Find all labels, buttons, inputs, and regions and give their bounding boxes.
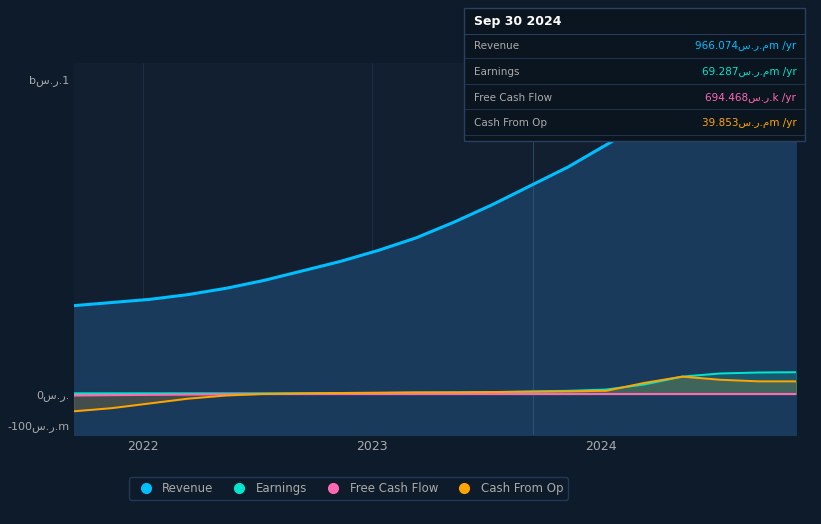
- Text: Earnings: Earnings: [474, 67, 519, 77]
- Text: 69.287س.ر.مm /yr: 69.287س.ر.مm /yr: [702, 67, 796, 77]
- Text: Free Cash Flow: Free Cash Flow: [474, 93, 552, 103]
- Text: Revenue: Revenue: [474, 41, 519, 51]
- Text: Past: Past: [537, 78, 559, 88]
- Text: Cash From Op: Cash From Op: [474, 118, 547, 128]
- Text: Sep 30 2024: Sep 30 2024: [474, 16, 562, 28]
- Text: 966.074س.ر.مm /yr: 966.074س.ر.مm /yr: [695, 41, 796, 51]
- Legend: Revenue, Earnings, Free Cash Flow, Cash From Op: Revenue, Earnings, Free Cash Flow, Cash …: [129, 477, 568, 500]
- Text: 694.468س.ر.k /yr: 694.468س.ر.k /yr: [705, 93, 796, 103]
- Text: 39.853س.ر.مm /yr: 39.853س.ر.مm /yr: [702, 118, 796, 128]
